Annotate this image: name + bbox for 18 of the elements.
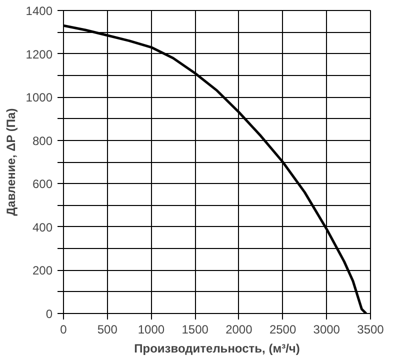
y-tick-label: 0 xyxy=(46,307,53,321)
y-tick-label: 600 xyxy=(32,177,53,192)
y-axis-title: Давление, ΔP (Па) xyxy=(4,108,18,216)
x-tick-label: 3500 xyxy=(357,322,384,336)
x-tick-label: 2000 xyxy=(226,322,253,336)
y-tick-label: 1000 xyxy=(26,90,53,105)
x-axis-title: Производительность, (м³/ч) xyxy=(134,342,300,356)
y-tick-label: 800 xyxy=(32,134,53,148)
x-tick-label: 2500 xyxy=(269,322,296,336)
y-tick-label: 200 xyxy=(32,264,53,278)
x-tick-label: 500 xyxy=(97,322,118,336)
x-tick-label: 0 xyxy=(60,322,68,336)
y-tick-label: 1200 xyxy=(26,47,53,62)
x-tick-label: 1000 xyxy=(138,322,165,336)
x-tick-label: 3000 xyxy=(313,322,340,336)
x-tick-label: 1500 xyxy=(182,322,209,336)
y-tick-label: 400 xyxy=(32,220,53,234)
y-tick-label: 1400 xyxy=(26,4,53,18)
